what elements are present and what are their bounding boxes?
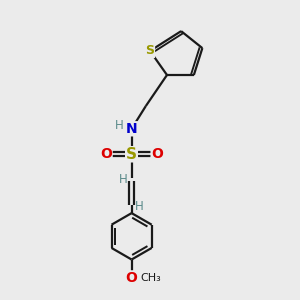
Text: H: H [115,119,123,132]
Text: O: O [151,147,163,161]
Text: CH₃: CH₃ [141,274,161,284]
Text: O: O [126,271,137,285]
Text: O: O [100,147,112,161]
Text: H: H [119,173,128,186]
Text: S: S [146,44,154,57]
Text: H: H [135,200,144,213]
Text: N: N [126,122,137,136]
Text: S: S [126,147,137,162]
